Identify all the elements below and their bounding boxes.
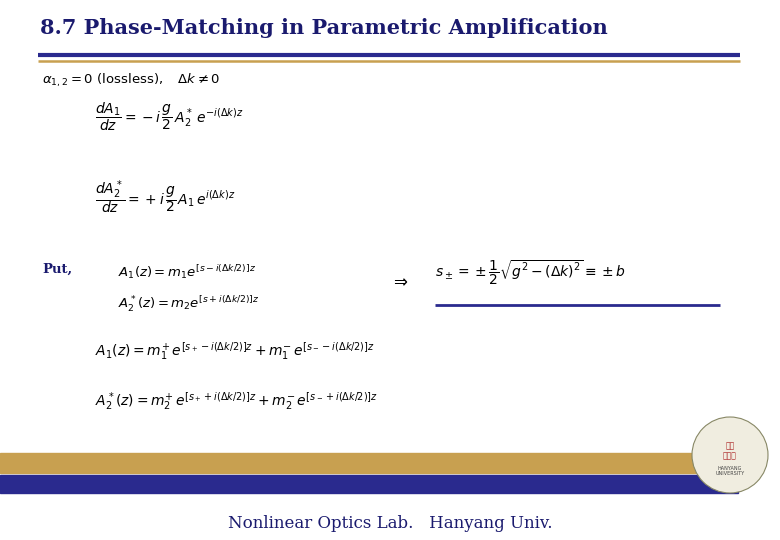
Bar (0, 453, 738, 473)
Text: HANYANG
UNIVERSITY: HANYANG UNIVERSITY (715, 465, 745, 476)
Text: $A_2^*(z) = m_2 e^{[s+i(\Delta k/2)]z}$: $A_2^*(z) = m_2 e^{[s+i(\Delta k/2)]z}$ (118, 295, 260, 314)
Text: $\alpha_{1,2}{=}0\ \mathrm{(lossless),}\quad \Delta k{\neq}0$: $\alpha_{1,2}{=}0\ \mathrm{(lossless),}\… (42, 72, 221, 90)
Text: $\Rightarrow$: $\Rightarrow$ (390, 272, 409, 290)
Circle shape (692, 417, 768, 493)
Text: 한양
대학교: 한양 대학교 (723, 441, 737, 461)
Text: 8.7 Phase-Matching in Parametric Amplification: 8.7 Phase-Matching in Parametric Amplifi… (40, 18, 608, 38)
Text: $A_1(z) = m_1 e^{[s-i(\Delta k/2)]z}$: $A_1(z) = m_1 e^{[s-i(\Delta k/2)]z}$ (118, 263, 256, 281)
Text: $\dfrac{dA_2^*}{dz} = +i\,\dfrac{g}{2}\,A_1\,e^{i(\Delta k)z}$: $\dfrac{dA_2^*}{dz} = +i\,\dfrac{g}{2}\,… (95, 178, 236, 216)
Text: Put,: Put, (42, 263, 72, 276)
Text: $s_\pm{=}\pm\dfrac{1}{2}\sqrt{g^2-(\Delta k)^2}\equiv\pm b$: $s_\pm{=}\pm\dfrac{1}{2}\sqrt{g^2-(\Delt… (435, 258, 626, 287)
Text: $A_2^*(z) = m_2^{\!+} e^{[s_++i(\Delta k/2)]z} + m_2^{\!-} e^{[s_-+i(\Delta k/2): $A_2^*(z) = m_2^{\!+} e^{[s_++i(\Delta k… (95, 390, 378, 412)
Text: Nonlinear Optics Lab.   Hanyang Univ.: Nonlinear Optics Lab. Hanyang Univ. (228, 515, 552, 532)
Text: $\dfrac{dA_1}{dz} = -i\,\dfrac{g}{2}\,A_2^*\,e^{-i(\Delta k)z}$: $\dfrac{dA_1}{dz} = -i\,\dfrac{g}{2}\,A_… (95, 100, 243, 133)
Bar (0, 475, 738, 493)
Text: $A_1(z) = m_1^{\!+} e^{[s_+-i(\Delta k/2)]z} + m_1^{\!-} e^{[s_--i(\Delta k/2)]z: $A_1(z) = m_1^{\!+} e^{[s_+-i(\Delta k/2… (95, 340, 374, 362)
